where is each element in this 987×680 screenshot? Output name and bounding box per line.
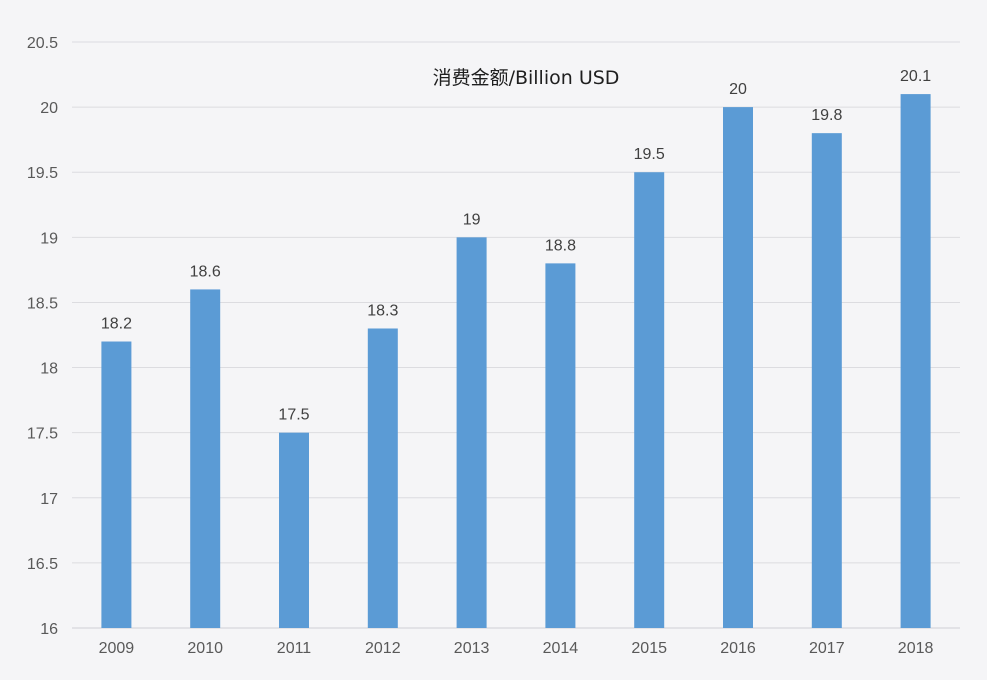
- x-tick-label: 2012: [365, 640, 401, 657]
- data-label-2011: 17.5: [278, 407, 309, 424]
- y-tick-label: 18: [40, 361, 58, 378]
- bar-2010: [190, 289, 221, 628]
- data-label-2018: 20.1: [900, 68, 931, 85]
- x-tick-label: 2010: [187, 640, 223, 657]
- x-tick-label: 2013: [454, 640, 490, 657]
- bars: [101, 94, 931, 629]
- y-axis-ticks: 16 16.5 17 17.5 18 18.5 19 19.5 20 20.5: [27, 35, 58, 638]
- data-label-2013: 19: [463, 211, 481, 228]
- x-tick-label: 2009: [99, 640, 135, 657]
- data-label-2017: 19.8: [811, 107, 842, 124]
- bar-2012: [367, 328, 398, 628]
- bar-2014: [545, 263, 576, 628]
- y-tick-label: 19: [40, 230, 58, 247]
- bar-2017: [811, 133, 842, 628]
- y-tick-label: 18.5: [27, 295, 58, 312]
- data-labels: 18.2 18.6 17.5 18.3 19 18.8 19.5 20 19.8 20.1: [101, 68, 931, 424]
- x-tick-label: 2018: [898, 640, 934, 657]
- data-label-2015: 19.5: [634, 146, 665, 163]
- chart-title: 消费金额/Billion USD: [433, 67, 620, 89]
- data-label-2014: 18.8: [545, 237, 576, 254]
- x-tick-label: 2011: [277, 640, 312, 657]
- data-label-2016: 20: [729, 81, 747, 98]
- bar-2015: [634, 172, 665, 628]
- data-label-2010: 18.6: [190, 263, 221, 280]
- y-tick-label: 16: [40, 621, 58, 638]
- y-tick-label: 16.5: [27, 556, 58, 573]
- y-tick-label: 20: [40, 100, 58, 117]
- bar-2016: [723, 107, 753, 629]
- x-axis-ticks: 2009 2010 2011 2012 2013 2014 2015 2016 2017 2018: [99, 640, 934, 657]
- x-tick-label: 2014: [543, 640, 579, 657]
- x-tick-label: 2017: [809, 640, 845, 657]
- x-tick-label: 2015: [631, 640, 667, 657]
- y-tick-label: 20.5: [27, 35, 58, 52]
- data-label-2009: 18.2: [101, 316, 132, 333]
- bar-2009: [101, 341, 132, 628]
- bar-2013: [456, 237, 487, 629]
- data-label-2012: 18.3: [367, 302, 398, 319]
- bar-2018: [900, 94, 931, 629]
- y-tick-label: 17.5: [27, 426, 58, 443]
- x-tick-label: 2016: [720, 640, 756, 657]
- y-tick-label: 19.5: [27, 165, 58, 182]
- y-tick-label: 17: [40, 491, 58, 508]
- bar-2011: [279, 432, 309, 628]
